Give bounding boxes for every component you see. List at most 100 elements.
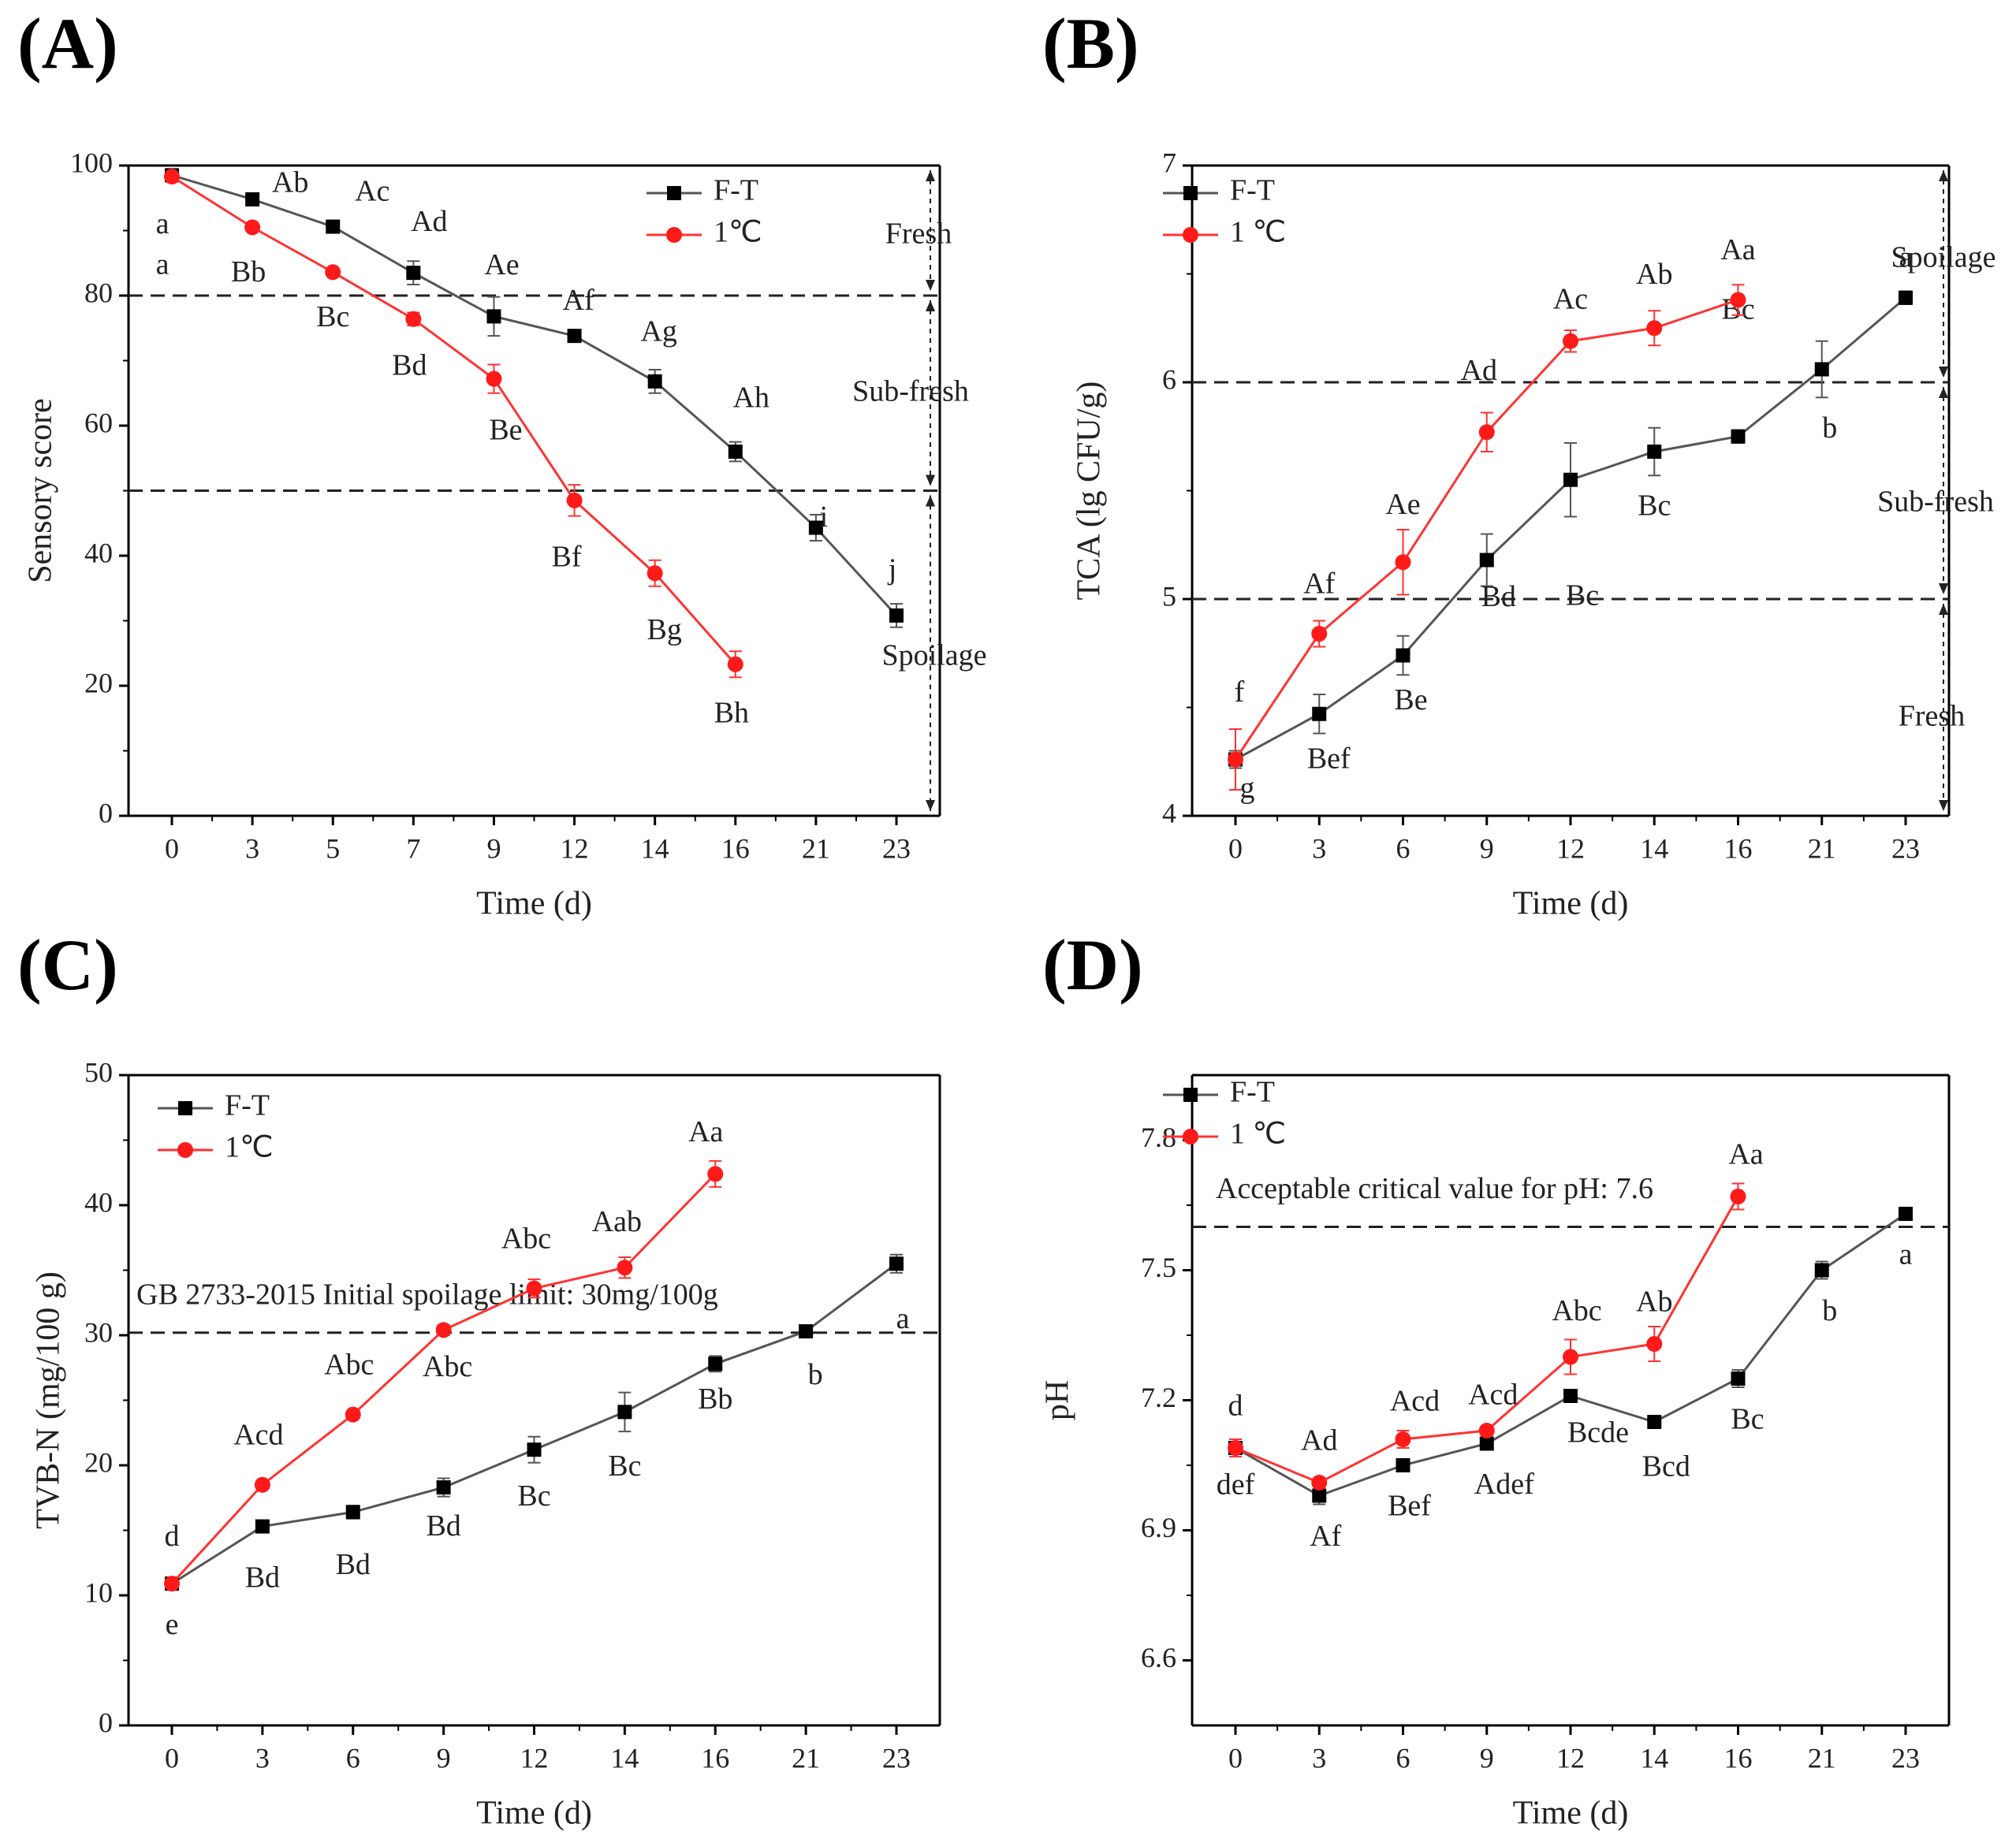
zone-arrowhead [1939,604,1948,615]
x-tick-label: 7 [406,832,420,864]
x-axis-label: Time (d) [476,886,592,922]
data-point [486,370,502,387]
data-point [1396,1458,1410,1472]
y-tick-label: 10 [84,1576,113,1608]
legend-label: F-T [714,174,758,207]
data-label: Bh [714,696,749,729]
legend-label: F-T [1230,174,1275,207]
data-label: b [1822,1294,1837,1327]
data-label: Bc [1731,1403,1764,1436]
x-tick-label: 16 [721,832,750,864]
zone-arrowhead [926,300,935,311]
x-tick-label: 14 [641,832,669,864]
data-point [728,445,743,459]
data-label: Ab [1636,1286,1672,1319]
legend-label: 1℃ [225,1131,274,1164]
y-axis-label: Sensory score [23,398,59,582]
data-point [1228,751,1243,768]
data-point [1311,1475,1328,1491]
data-point [1647,445,1662,459]
y-tick-label: 40 [84,537,113,568]
data-point [406,266,421,281]
data-point [1479,553,1494,568]
data-point [889,1256,904,1271]
x-axis-label: Time (d) [476,1796,592,1832]
panel-a: (A) 0 20 40 60 80 100 0 3 5 7 9 12 14 16 21 23 Time (d) S… [0,0,1009,923]
data-point [1563,1349,1578,1365]
data-label: Abc [501,1222,551,1255]
data-label: def [1217,1468,1255,1502]
legend-marker [1183,1088,1198,1102]
x-tick-label: 0 [1228,832,1243,864]
data-label: Aab [592,1205,642,1238]
data-label: d [1228,1390,1243,1423]
x-tick-label: 0 [165,1742,179,1773]
data-label: Adef [1474,1468,1534,1501]
data-label: Ad [1461,354,1497,387]
data-label: Bcde [1567,1416,1629,1450]
zone-arrowhead [926,475,935,486]
x-tick-label: 21 [792,1742,820,1773]
x-tick-label: 23 [882,1742,911,1773]
zone-arrowhead [926,170,935,181]
y-tick-label: 60 [84,407,113,438]
y-tick-label: 6.6 [1141,1642,1176,1673]
x-axis-label: Time (d) [1513,1796,1629,1832]
data-label: Bc [608,1450,641,1483]
y-tick-label: 6 [1162,363,1176,395]
data-label: Bb [698,1383,732,1416]
data-label: Bb [231,255,266,288]
data-point [808,520,823,535]
data-label: Acd [233,1418,283,1451]
x-tick-label: 12 [520,1742,549,1773]
data-label: a [896,1302,910,1335]
data-label: g [1240,772,1255,805]
y-tick-label: 0 [99,797,113,828]
legend-label: 1 ℃ [1230,1118,1286,1151]
data-label: Ad [1301,1424,1337,1457]
x-tick-label: 9 [486,832,501,864]
x-tick-label: 14 [1640,1742,1668,1773]
data-label: Ac [355,174,389,207]
data-point [1730,1189,1746,1204]
series-line [1235,296,1906,761]
data-point [567,329,582,344]
data-label: Be [1394,683,1427,716]
data-label: Bd [245,1561,280,1594]
data-point [1731,1371,1746,1386]
zone-arrowhead [1939,170,1948,181]
y-tick-label: 20 [84,1446,113,1478]
data-point [436,1480,451,1495]
legend-marker [177,1142,193,1158]
data-point [326,219,341,234]
y-tick-label: 5 [1162,580,1176,612]
data-point [1479,1436,1494,1451]
data-label: Bef [1388,1490,1431,1523]
data-label: Bd [426,1509,460,1543]
y-tick-label: 100 [70,147,113,178]
x-tick-label: 21 [1808,832,1836,864]
x-tick-label: 12 [561,832,589,864]
legend-marker [1183,186,1198,200]
data-point [889,608,904,623]
data-point [527,1442,542,1457]
data-point [1228,1440,1243,1456]
x-tick-label: 21 [802,832,830,864]
data-point [1899,1207,1913,1221]
data-label: Bcd [1642,1450,1690,1483]
data-label: Bc [517,1479,550,1513]
data-point [1647,1415,1662,1429]
data-point [799,1324,814,1339]
zone-arrowhead [1939,367,1948,378]
data-label: Bc [1566,579,1599,612]
data-point [345,1505,360,1520]
data-point [1478,1423,1495,1438]
series-line [171,175,736,665]
chart-b: 4 5 6 7 0 3 6 9 12 14 16 21 23 Time (d) TCA (lg CFU/g)… [1071,147,1996,921]
zone-label: Spoilage [882,639,987,672]
x-tick-label: 12 [1556,832,1585,864]
threshold-label: GB 2733-2015 Initial spoilage limit: 30m… [136,1278,718,1311]
data-label: i [820,501,829,534]
data-label: Af [1310,1520,1341,1553]
data-point [1395,554,1411,571]
